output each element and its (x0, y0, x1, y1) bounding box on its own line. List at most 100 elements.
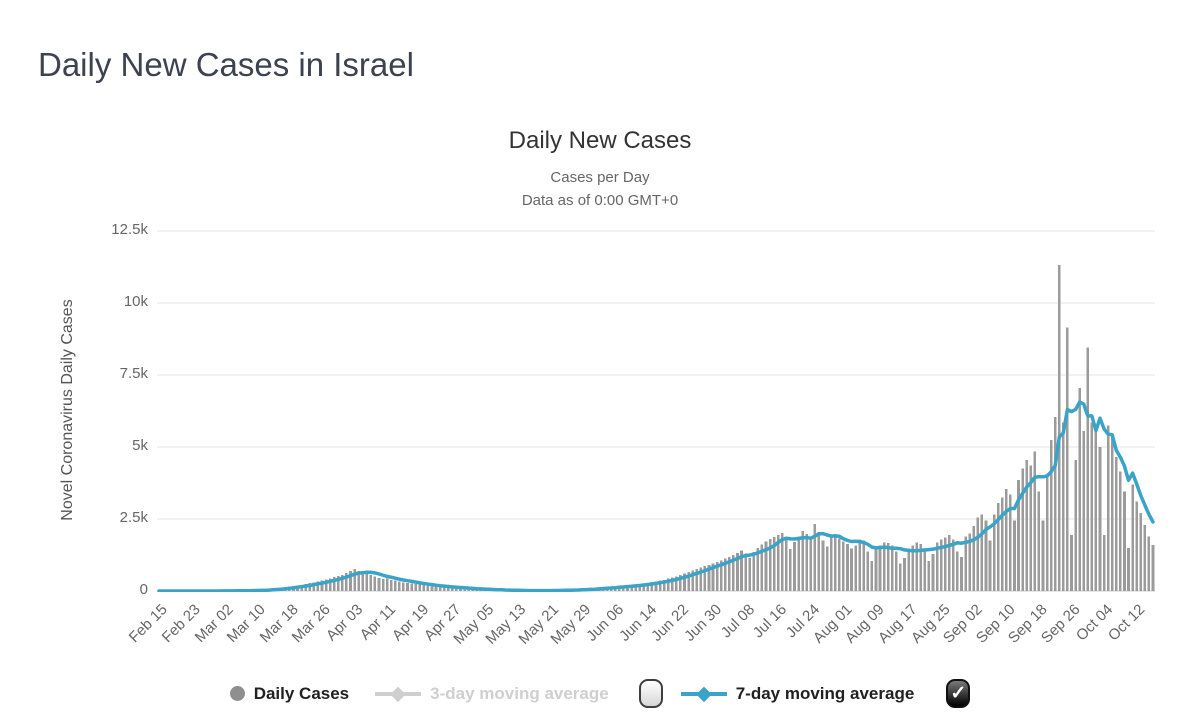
daily-cases-bar[interactable] (866, 551, 870, 591)
daily-cases-bar[interactable] (984, 520, 988, 591)
daily-cases-bar[interactable] (728, 557, 731, 591)
daily-cases-bar[interactable] (687, 571, 690, 591)
daily-cases-bar[interactable] (825, 546, 829, 591)
daily-cases-bar[interactable] (666, 578, 670, 591)
daily-cases-bar[interactable] (1098, 447, 1102, 591)
daily-cases-bar[interactable] (1078, 387, 1081, 591)
daily-cases-bar[interactable] (899, 563, 902, 591)
daily-cases-bar[interactable] (874, 549, 878, 591)
daily-cases-bar[interactable] (699, 567, 703, 591)
daily-cases-bar[interactable] (1106, 425, 1110, 591)
daily-cases-bar[interactable] (952, 539, 955, 591)
daily-cases-bar[interactable] (402, 582, 405, 591)
daily-cases-bar[interactable] (931, 554, 935, 591)
daily-cases-bar[interactable] (715, 561, 719, 591)
daily-cases-bar[interactable] (956, 551, 959, 591)
daily-cases-bar[interactable] (752, 552, 756, 591)
daily-cases-bar[interactable] (683, 573, 686, 591)
daily-cases-bar[interactable] (711, 563, 715, 591)
daily-cases-bar[interactable] (670, 577, 674, 591)
daily-cases-bar[interactable] (365, 573, 369, 591)
daily-cases-bar[interactable] (1053, 416, 1057, 591)
daily-cases-bar[interactable] (1013, 520, 1016, 591)
legend-item-daily-cases[interactable]: Daily Cases (229, 684, 349, 704)
daily-cases-bar[interactable] (964, 536, 967, 591)
daily-cases-bar[interactable] (915, 542, 918, 591)
daily-cases-bar[interactable] (691, 570, 694, 591)
daily-cases-bar[interactable] (459, 588, 462, 591)
daily-cases-bar[interactable] (646, 582, 650, 591)
daily-cases-bar[interactable] (679, 574, 682, 591)
daily-cases-bar[interactable] (442, 587, 446, 591)
daily-cases-bar[interactable] (1147, 536, 1151, 591)
daily-cases-bar[interactable] (451, 587, 454, 591)
daily-cases-bar[interactable] (434, 586, 438, 591)
daily-cases-bar[interactable] (719, 560, 723, 591)
daily-cases-bar[interactable] (369, 575, 373, 591)
daily-cases-bar[interactable] (361, 574, 365, 591)
daily-cases-bar[interactable] (650, 582, 654, 591)
daily-cases-bar[interactable] (842, 541, 845, 591)
daily-cases-bar[interactable] (1127, 547, 1130, 591)
daily-cases-bar[interactable] (1119, 471, 1122, 591)
daily-cases-bar[interactable] (890, 545, 894, 592)
daily-cases-bar[interactable] (862, 540, 866, 591)
daily-cases-bar[interactable] (1049, 439, 1053, 591)
daily-cases-bar[interactable] (886, 543, 890, 591)
daily-cases-bar[interactable] (630, 585, 633, 591)
legend-item-7day-average[interactable]: 7-day moving average (680, 684, 914, 704)
daily-cases-bar[interactable] (870, 560, 874, 591)
daily-cases-bar[interactable] (1021, 468, 1024, 591)
daily-cases-bar[interactable] (919, 543, 923, 591)
daily-cases-bar[interactable] (345, 573, 348, 591)
daily-cases-bar[interactable] (357, 570, 360, 591)
daily-cases-bar[interactable] (1017, 480, 1020, 591)
daily-cases-bar[interactable] (1139, 513, 1143, 591)
daily-cases-bar[interactable] (760, 544, 764, 591)
daily-cases-bar[interactable] (817, 531, 821, 591)
daily-cases-bar[interactable] (976, 517, 980, 591)
daily-cases-bar[interactable] (1123, 491, 1126, 591)
daily-cases-bar[interactable] (768, 539, 772, 591)
daily-cases-bar[interactable] (1045, 474, 1049, 591)
daily-cases-bar[interactable] (662, 579, 666, 591)
daily-cases-bar[interactable] (813, 524, 817, 591)
daily-cases-bar[interactable] (789, 549, 792, 591)
plot-area[interactable] (157, 226, 1155, 592)
daily-cases-bar[interactable] (312, 582, 316, 591)
daily-cases-bar[interactable] (732, 555, 735, 591)
daily-cases-bar[interactable] (377, 577, 381, 591)
daily-cases-bar[interactable] (878, 545, 882, 592)
daily-cases-bar[interactable] (1151, 544, 1155, 591)
daily-cases-bar[interactable] (1094, 431, 1098, 591)
daily-cases-bar[interactable] (316, 581, 320, 592)
daily-cases-bar[interactable] (1086, 347, 1090, 591)
daily-cases-bar[interactable] (785, 537, 788, 591)
daily-cases-bar[interactable] (780, 532, 784, 591)
daily-cases-bar[interactable] (793, 542, 796, 591)
daily-cases-bar[interactable] (1009, 494, 1012, 591)
daily-cases-bar[interactable] (642, 583, 646, 591)
daily-cases-bar[interactable] (744, 553, 747, 591)
daily-cases-bar[interactable] (772, 536, 776, 591)
daily-cases-bar[interactable] (1005, 488, 1008, 591)
daily-cases-bar[interactable] (414, 584, 417, 591)
daily-cases-bar[interactable] (854, 545, 857, 592)
daily-cases-bar[interactable] (960, 557, 963, 591)
daily-cases-bar[interactable] (996, 503, 1000, 591)
daily-cases-bar[interactable] (829, 537, 833, 591)
daily-cases-bar[interactable] (695, 569, 699, 591)
daily-cases-bar[interactable] (882, 542, 886, 591)
daily-cases-bar[interactable] (1110, 434, 1114, 591)
daily-cases-bar[interactable] (821, 540, 825, 591)
daily-cases-bar[interactable] (320, 580, 324, 591)
daily-cases-bar[interactable] (740, 550, 743, 591)
7day-average-line[interactable] (157, 400, 1155, 592)
daily-cases-bar[interactable] (801, 531, 804, 591)
daily-cases-bar[interactable] (422, 585, 426, 591)
daily-cases-bar[interactable] (1074, 459, 1077, 591)
daily-cases-bar[interactable] (1102, 534, 1106, 591)
daily-cases-bar[interactable] (332, 577, 336, 591)
daily-cases-bar[interactable] (1090, 422, 1094, 591)
daily-cases-bar[interactable] (723, 558, 727, 591)
